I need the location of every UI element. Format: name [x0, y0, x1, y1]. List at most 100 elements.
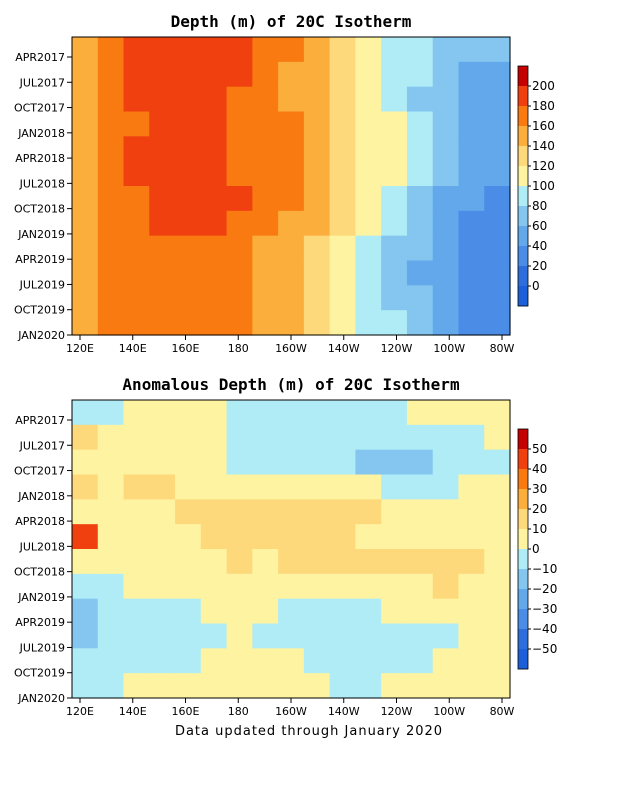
heatmap-cell [278, 623, 305, 649]
heatmap-cell [149, 598, 176, 625]
heatmap-cell [175, 424, 202, 451]
x-tick-label: 80W [490, 342, 515, 355]
heatmap-cell [97, 161, 125, 187]
heatmap-cell [72, 474, 99, 500]
heatmap-cell [175, 111, 202, 137]
heatmap-cell [458, 524, 485, 550]
heatmap-cell [97, 573, 125, 600]
colorbar-swatch [518, 429, 528, 450]
colorbar: 50 40 30 20 10 0 −10 −20 −30 −40 −50 [517, 428, 557, 670]
heatmap-cell [72, 136, 99, 162]
x-tick-label: 180 [228, 705, 249, 718]
heatmap-cell [484, 673, 511, 699]
heatmap-cell [123, 260, 150, 286]
heatmap-cell [149, 573, 176, 600]
heatmap-cell [355, 623, 382, 649]
y-tick-label: JAN2018 [17, 127, 65, 140]
heatmap-cell [432, 260, 460, 286]
colorbar-label: 30 [532, 482, 547, 496]
heatmap-cell [329, 573, 357, 600]
heatmap-cell [175, 474, 202, 500]
heatmap-cell [303, 623, 331, 649]
heatmap-cell [432, 524, 460, 550]
heatmap-cell [252, 235, 279, 262]
heatmap-cell [458, 61, 485, 88]
heatmap-cell [303, 136, 331, 162]
heatmap-cell [226, 111, 253, 137]
heatmap-cell [175, 136, 202, 162]
colorbar-label: 40 [532, 462, 547, 476]
heatmap-cell [303, 673, 331, 699]
heatmap-cell [72, 598, 99, 625]
heatmap-cell [97, 499, 125, 525]
heatmap-cell [329, 598, 357, 625]
heatmap-cell [355, 136, 382, 162]
heatmap-cell [278, 310, 305, 336]
heatmap-cell [484, 499, 511, 525]
heatmap-cell [72, 623, 99, 649]
heatmap-cell [381, 573, 408, 600]
heatmap-cell [355, 549, 382, 575]
y-tick-label: JAN2020 [17, 692, 65, 705]
heatmap-cell [252, 549, 279, 575]
heatmap-cell [406, 499, 434, 525]
heatmap-cell [252, 623, 279, 649]
heatmap-cell [149, 210, 176, 237]
heatmap-cell [278, 673, 305, 699]
heatmap-cell [303, 285, 331, 311]
heatmap-cell [200, 400, 228, 426]
heatmap-cell [175, 260, 202, 286]
heatmap-cell [406, 673, 434, 699]
heatmap-cell [329, 260, 357, 286]
heatmap-cell [252, 499, 279, 525]
heatmap-cell [200, 424, 228, 451]
heatmap-cell [329, 161, 357, 187]
heatmap-cell [303, 524, 331, 550]
heatmap-cell [381, 499, 408, 525]
heatmap-cell [226, 499, 253, 525]
heatmap-cell [458, 400, 485, 426]
heatmap-cell [458, 235, 485, 262]
heatmap-cell [329, 86, 357, 113]
heatmap-cell [123, 37, 150, 63]
heatmap-cell [226, 260, 253, 286]
heatmap-cell [97, 400, 125, 426]
heatmap-cell [123, 310, 150, 336]
heatmap-cell [432, 136, 460, 162]
heatmap-cell [406, 598, 434, 625]
heatmap-cell [432, 310, 460, 336]
heatmap-cell [406, 648, 434, 674]
heatmap-cell [252, 424, 279, 451]
colorbar-swatch [518, 186, 528, 207]
heatmap-cell [432, 61, 460, 88]
heatmap-cell [381, 310, 408, 336]
colorbar-label: 180 [532, 99, 555, 113]
heatmap-cell [484, 210, 511, 237]
heatmap-cell [226, 235, 253, 262]
heatmap-cell [381, 648, 408, 674]
heatmap-cell [355, 474, 382, 500]
heatmap-cell [200, 598, 228, 625]
heatmap-cell [226, 524, 253, 550]
heatmap-cell [355, 186, 382, 212]
heatmap-cell [175, 235, 202, 262]
heatmap-cell [432, 673, 460, 699]
colorbar-label: 200 [532, 79, 555, 93]
heatmap-cell [432, 186, 460, 212]
heatmap-cell [381, 235, 408, 262]
heatmap-cell [381, 111, 408, 137]
heatmap-cell [329, 210, 357, 237]
heatmap-cell [175, 524, 202, 550]
heatmap-cell [123, 61, 150, 88]
heatmap-cell [123, 623, 150, 649]
colorbar-swatch [518, 166, 528, 187]
heatmap-cell [406, 474, 434, 500]
y-tick-label: JUL2017 [19, 76, 65, 89]
heatmap-cell [72, 400, 99, 426]
heatmap-cell [200, 136, 228, 162]
x-tick-label: 160E [172, 705, 200, 718]
y-tick-label: APR2018 [15, 152, 65, 165]
heatmap-cell [200, 111, 228, 137]
heatmap-cell [458, 310, 485, 336]
heatmap-cell [252, 61, 279, 88]
